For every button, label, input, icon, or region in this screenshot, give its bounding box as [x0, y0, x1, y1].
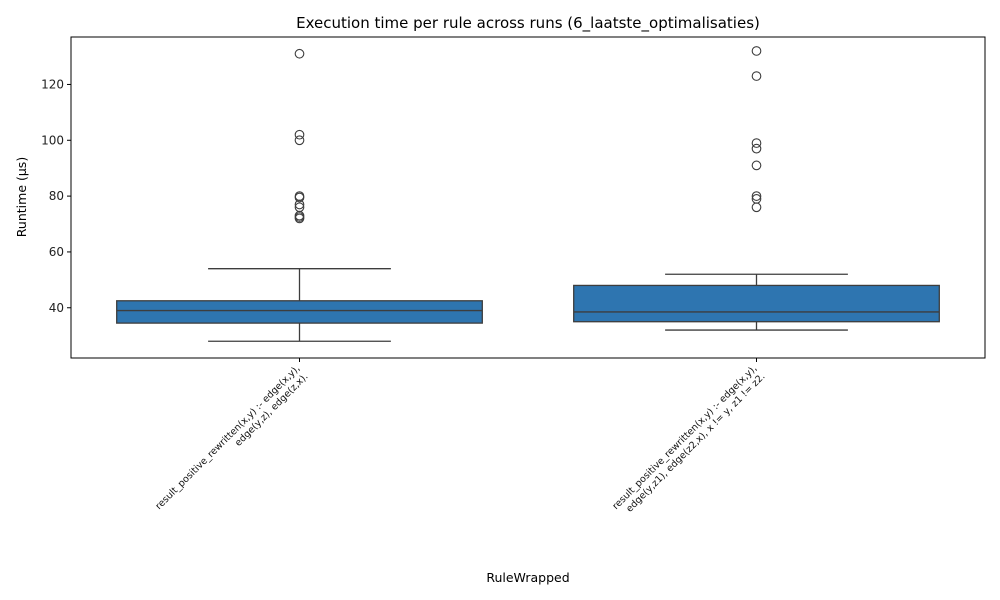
- outlier-point: [751, 71, 762, 81]
- outlier-point: [751, 46, 762, 56]
- x-tick-label: result_positive_rewritten(x,y) :- edge(x…: [153, 363, 310, 520]
- outlier-point: [294, 192, 305, 203]
- x-tick-label-line: result_positive_rewritten(x,y) :- edge(x…: [610, 363, 759, 512]
- outlier-point: [294, 213, 305, 224]
- outlier-point: [751, 138, 762, 148]
- outlier-point: [751, 160, 762, 171]
- plot-area-frame: [70, 36, 986, 359]
- chart-title: Execution time per rule across runs (6_l…: [296, 14, 760, 33]
- y-tick-label: 80: [49, 189, 64, 203]
- x-tick-label: result_positive_rewritten(x,y) :- edge(x…: [610, 363, 767, 520]
- outlier-point: [294, 48, 305, 59]
- y-tick-label: 60: [49, 245, 64, 259]
- y-tick-label: 100: [41, 133, 64, 147]
- interquartile-box: [573, 284, 940, 323]
- box-2: [573, 46, 940, 331]
- box-1: [116, 48, 483, 342]
- outlier-point: [751, 202, 762, 213]
- x-axis-label: RuleWrapped: [486, 570, 569, 585]
- outlier-point: [751, 143, 762, 154]
- outlier-point: [294, 199, 305, 210]
- y-tick-label: 40: [49, 301, 64, 315]
- outlier-point: [294, 135, 305, 146]
- x-axis: result_positive_rewritten(x,y) :- edge(x…: [153, 358, 768, 520]
- x-tick-label-line: edge(y,z), edge(z,x).: [233, 371, 311, 449]
- outlier-point: [294, 129, 305, 140]
- x-tick-label-line: edge(y,z1), edge(z2,x), x != y, z1 != z2…: [624, 371, 767, 514]
- y-axis: 40 60 80 100 120: [41, 77, 71, 315]
- y-axis-label: Runtime (µs): [14, 157, 29, 237]
- outlier-point: [751, 191, 762, 201]
- interquartile-box: [116, 300, 483, 324]
- y-tick-label: 120: [41, 77, 64, 91]
- box-group: [116, 46, 940, 342]
- x-tick-label-line: result_positive_rewritten(x,y) :- edge(x…: [153, 363, 302, 512]
